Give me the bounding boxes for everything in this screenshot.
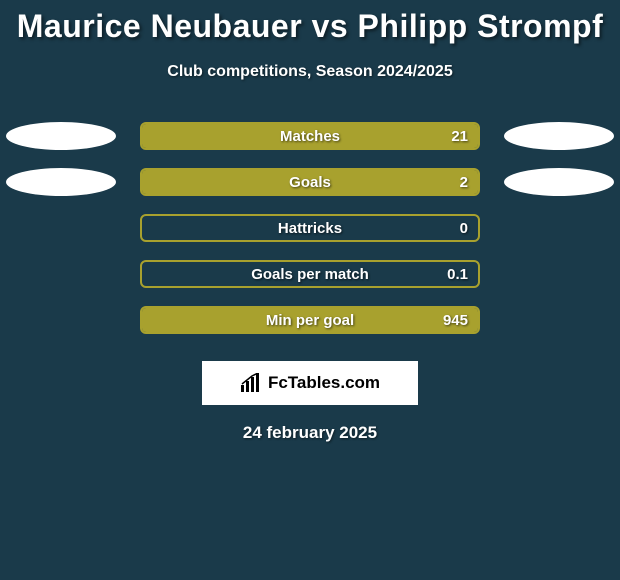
subtitle: Club competitions, Season 2024/2025 [0,63,620,81]
stat-row: Goals2 [0,159,620,205]
stat-row: Min per goal945 [0,297,620,343]
stat-bar: Min per goal945 [140,306,480,334]
stat-value: 0 [460,216,468,240]
page-title: Maurice Neubauer vs Philipp Strompf [0,8,620,45]
brand-badge: FcTables.com [202,361,418,405]
stat-bar: Goals2 [140,168,480,196]
player-right-marker [504,122,614,150]
stat-row: Matches21 [0,113,620,159]
stat-bar-fill [142,124,478,148]
brand-text: FcTables.com [268,373,380,393]
stat-value: 0.1 [447,262,468,286]
stat-bar-fill [142,308,478,332]
stat-row: Goals per match0.1 [0,251,620,297]
stat-bar: Hattricks0 [140,214,480,242]
chart-icon [240,373,262,393]
stat-label: Hattricks [142,216,478,240]
player-left-marker [6,168,116,196]
date-label: 24 february 2025 [0,423,620,443]
stat-bar: Goals per match0.1 [140,260,480,288]
player-right-marker [504,168,614,196]
stat-label: Goals per match [142,262,478,286]
stat-bar-fill [142,170,478,194]
player-left-marker [6,122,116,150]
stat-bar: Matches21 [140,122,480,150]
stat-row: Hattricks0 [0,205,620,251]
stats-chart: Matches21 Goals2 Hattricks0 Goals per match… [0,113,620,343]
